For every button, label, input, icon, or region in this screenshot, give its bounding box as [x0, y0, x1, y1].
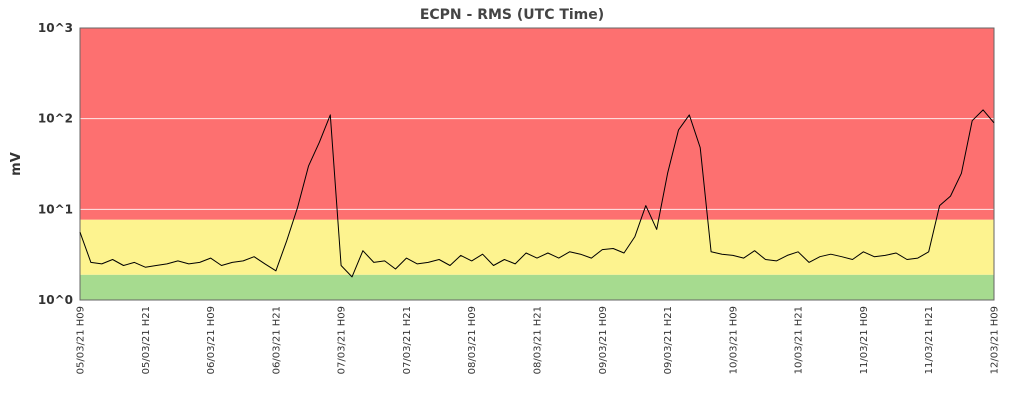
x-tick-label: 08/03/21 H09	[467, 306, 478, 374]
x-tick-label: 09/03/21 H21	[663, 306, 674, 374]
x-tick-label: 05/03/21 H09	[76, 306, 87, 374]
x-tick-label: 06/03/21 H21	[271, 306, 282, 374]
x-tick-label: 12/03/21 H09	[990, 306, 1001, 374]
y-tick-label: 10^2	[38, 112, 73, 126]
x-tick-label: 05/03/21 H21	[141, 306, 152, 374]
x-tick-label: 10/03/21 H09	[728, 306, 739, 374]
gridlines	[80, 118, 994, 210]
plot-area	[79, 27, 995, 301]
x-tick-label: 09/03/21 H09	[598, 306, 609, 374]
x-tick-label: 07/03/21 H21	[402, 306, 413, 374]
x-tick-label: 07/03/21 H09	[337, 306, 348, 374]
y-tick-label: 10^1	[38, 202, 73, 216]
band-1	[80, 219, 994, 275]
series-line-0	[79, 109, 995, 278]
band-0	[80, 274, 994, 300]
y-tick-label: 10^0	[38, 293, 73, 307]
y-axis-ticks: 10^0 10^1 10^2 10^3	[38, 21, 73, 307]
band-2	[80, 28, 994, 220]
series-layer	[79, 109, 995, 278]
x-tick-label: 10/03/21 H21	[794, 306, 805, 374]
y-axis-label: mV	[9, 152, 24, 176]
x-tick-label: 11/03/21 H21	[924, 306, 935, 374]
y-tick-label: 10^3	[38, 21, 73, 35]
threshold-bands	[80, 28, 994, 300]
x-axis-ticks: 05/03/21 H09 05/03/21 H21 06/03/21 H09 06/0…	[76, 306, 1001, 374]
chart-title: ECPN - RMS (UTC Time)	[420, 7, 604, 23]
x-tick-label: 11/03/21 H09	[859, 306, 870, 374]
x-tick-label: 08/03/21 H21	[533, 306, 544, 374]
x-tick-label: 06/03/21 H09	[206, 306, 217, 374]
